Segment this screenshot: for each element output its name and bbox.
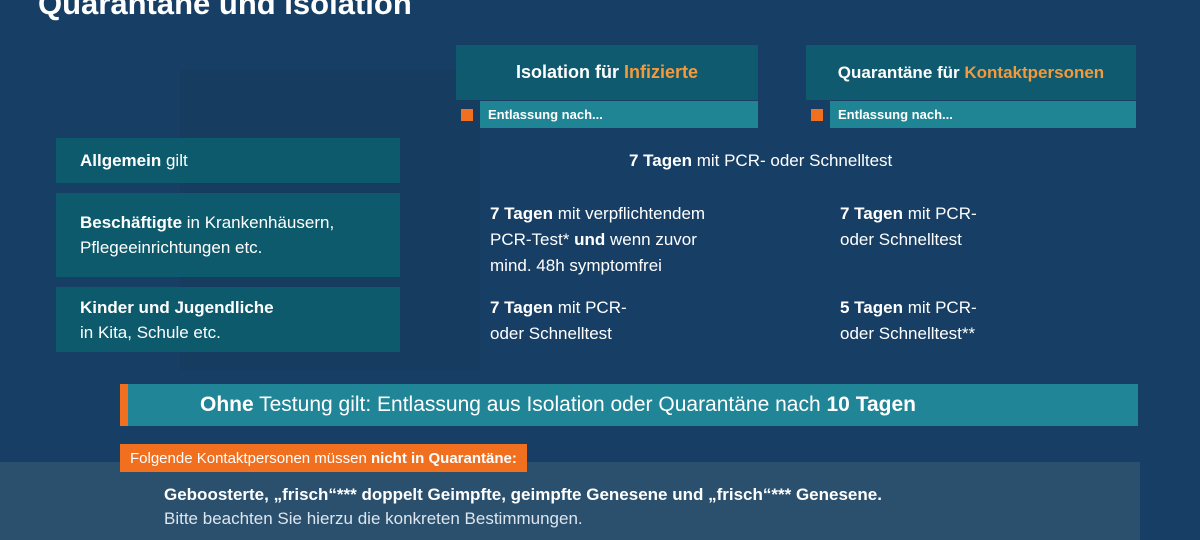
column-header-highlight: Infizierte [623, 62, 698, 82]
column-header-quarantine: Quarantäne für Kontaktpersonen [806, 45, 1136, 100]
orange-square-icon [461, 109, 473, 121]
cell-text: mit verpflichtendem [552, 204, 706, 223]
column-header-prefix: Quarantäne für [837, 62, 965, 82]
label-line2: in Kita, Schule etc. [80, 322, 221, 342]
page-title: Quarantäne und Isolation [38, 0, 412, 21]
banner-text: Testung gilt: Entlassung aus Isolation o… [253, 393, 827, 416]
label-bold: Allgemein [80, 151, 162, 170]
cell-text: mit PCR- oder Schnelltest [691, 151, 893, 170]
cell-text: mit PCR- [902, 204, 977, 223]
cell-text: oder Schnelltest [490, 324, 612, 343]
row-label-employees: Beschäftigte in Krankenhäusern, Pflegeein… [56, 193, 400, 277]
cell-text: PCR-Test* [490, 230, 575, 249]
cell-bold: 5 Tagen [840, 298, 903, 317]
cell-bold: und [574, 230, 606, 249]
cell-text: wenn zuvor [605, 230, 697, 249]
cell-bold: 7 Tagen [629, 151, 692, 170]
banner-bold: 10 Tagen [826, 393, 916, 416]
cell-general: 7 Tagen mit PCR- oder Schnelltest [629, 148, 892, 174]
label-rest: in Krankenhäusern, [182, 213, 335, 232]
row-label-general: Allgemein gilt [56, 138, 400, 183]
column-header-highlight: Kontaktpersonen [964, 62, 1105, 82]
label-bold: Beschäftigte [80, 213, 183, 232]
cell-text: mind. 48h symptomfrei [490, 256, 662, 275]
cell-text: oder Schnelltest [840, 230, 962, 249]
exempt-line1: Geboosterte, „frisch“*** doppelt Geimpft… [164, 485, 882, 504]
cell-employees-quarantine: 7 Tagen mit PCR-oder Schnelltest [840, 201, 977, 253]
column-subheader: Entlassung nach... [830, 101, 1136, 128]
cell-employees-isolation: 7 Tagen mit verpflichtendem PCR-Test* und… [490, 201, 705, 279]
cell-children-isolation: 7 Tagen mit PCR-oder Schnelltest [490, 295, 627, 347]
exempt-text: Geboosterte, „frisch“*** doppelt Geimpft… [164, 483, 882, 531]
cell-bold: 7 Tagen [490, 298, 553, 317]
label-line2: Pflegeeinrichtungen etc. [80, 238, 263, 257]
row-label-children: Kinder und Jugendliche in Kita, Schule et… [56, 287, 400, 352]
label-bold: Kinder und Jugendliche [80, 297, 274, 317]
cell-bold: 7 Tagen [490, 204, 553, 223]
banner-bold: Ohne [200, 393, 254, 416]
cell-children-quarantine: 5 Tagen mit PCR-oder Schnelltest** [840, 295, 977, 347]
no-test-banner: Ohne Testung gilt: Entlassung aus Isolat… [120, 384, 1138, 426]
cell-text: oder Schnelltest** [840, 324, 976, 343]
cell-text: mit PCR- [902, 298, 977, 317]
column-header-isolation: Isolation für Infizierte [456, 45, 758, 100]
column-subheader: Entlassung nach... [480, 101, 758, 128]
exempt-tag: Folgende Kontaktpersonen müssen nicht in… [120, 444, 527, 472]
exempt-box [0, 462, 1140, 540]
cell-bold: 7 Tagen [840, 204, 903, 223]
orange-square-icon [811, 109, 823, 121]
column-header-prefix: Isolation für [515, 62, 624, 82]
label-rest: gilt [161, 151, 188, 170]
tag-text: Folgende Kontaktpersonen müssen [130, 449, 371, 467]
exempt-line2: Bitte beachten Sie hierzu die konkreten … [164, 509, 583, 528]
cell-text: mit PCR- [552, 298, 627, 317]
tag-bold: nicht in Quarantäne: [371, 449, 517, 467]
